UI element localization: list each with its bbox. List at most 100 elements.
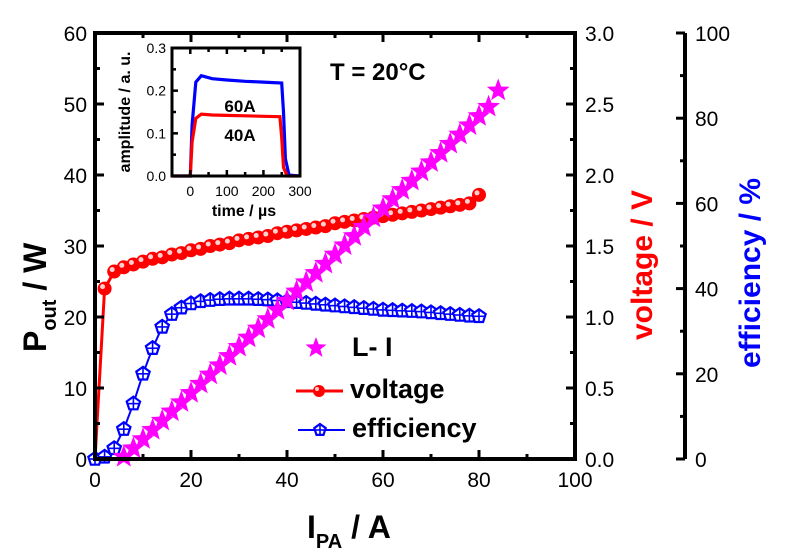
data-point-star bbox=[170, 390, 193, 412]
sphere-highlight bbox=[311, 223, 317, 229]
data-point-pentagon bbox=[115, 420, 132, 436]
legend-star-marker bbox=[305, 337, 327, 357]
inset-y-tick-label: 0.3 bbox=[147, 40, 167, 56]
data-point-star bbox=[333, 233, 356, 255]
y-axis-title-suffix: / W bbox=[17, 242, 53, 300]
data-point-star bbox=[141, 417, 164, 440]
efficiency-tick-label: 100 bbox=[695, 23, 730, 46]
legend: L- I voltage efficiency bbox=[296, 332, 477, 443]
data-point-pentagon bbox=[135, 365, 151, 381]
data-point-star bbox=[486, 78, 510, 101]
x-axis-title-suffix: / A bbox=[342, 509, 391, 545]
sphere-highlight bbox=[128, 259, 134, 265]
sphere-highlight bbox=[282, 227, 288, 233]
temperature-annotation: T = 20°C bbox=[330, 59, 426, 86]
inset-x-tick-label: 0 bbox=[186, 183, 194, 199]
sphere-highlight bbox=[119, 262, 125, 268]
data-point-star bbox=[179, 381, 203, 403]
data-point-star bbox=[131, 427, 155, 449]
sphere-highlight bbox=[397, 208, 403, 214]
sphere-highlight bbox=[138, 257, 144, 263]
y-axis-title: Pout / W bbox=[17, 242, 61, 352]
data-point-star bbox=[448, 122, 472, 145]
inset-x-tick-label: 100 bbox=[215, 183, 239, 199]
y-tick-label: 50 bbox=[64, 94, 87, 117]
data-point-pentagon bbox=[106, 440, 123, 456]
data-point-star bbox=[323, 242, 347, 265]
voltage-tick-label: 3.0 bbox=[585, 23, 614, 46]
sphere-highlight bbox=[109, 267, 115, 273]
y-tick-label: 10 bbox=[64, 378, 87, 401]
sphere-highlight bbox=[330, 218, 336, 224]
sphere-highlight bbox=[186, 245, 192, 251]
y-tick-label: 60 bbox=[64, 23, 87, 46]
data-point-star bbox=[390, 177, 414, 200]
data-point-star bbox=[256, 307, 280, 329]
sphere-highlight bbox=[100, 284, 106, 290]
data-point-sphere bbox=[472, 187, 486, 202]
inset-y-tick-label: 0.1 bbox=[147, 125, 167, 141]
sphere-highlight bbox=[301, 224, 307, 230]
inset-series-40A bbox=[172, 112, 300, 178]
efficiency-tick-label: 20 bbox=[695, 364, 718, 387]
sphere-highlight bbox=[464, 198, 470, 204]
data-point-star bbox=[208, 353, 232, 375]
inset-y-title: amplitude / a. u. bbox=[117, 52, 134, 173]
sphere-highlight bbox=[474, 190, 480, 196]
x-tick-label: 20 bbox=[179, 469, 202, 492]
inset-label-40a: 40A bbox=[224, 126, 255, 145]
sphere-highlight bbox=[224, 238, 230, 244]
data-point-sphere bbox=[97, 281, 112, 296]
y-axis-title-main: P bbox=[17, 331, 53, 352]
data-point-pentagon bbox=[471, 307, 487, 324]
legend-entry-li: L- I bbox=[305, 332, 393, 362]
efficiency-tick-label: 40 bbox=[695, 279, 718, 302]
sphere-highlight bbox=[407, 207, 413, 213]
sphere-highlight bbox=[157, 252, 163, 258]
efficiency-tick-label: 0 bbox=[695, 449, 707, 472]
legend-pentagon bbox=[313, 422, 327, 436]
inset-x-tick-label: 300 bbox=[288, 183, 312, 199]
legend-label-voltage: voltage bbox=[350, 374, 445, 404]
data-point-pentagon bbox=[125, 395, 142, 411]
data-point-star bbox=[314, 251, 337, 274]
voltage-tick-label: 0.0 bbox=[585, 449, 614, 472]
sphere-body bbox=[472, 187, 486, 202]
x-axis-title: IPA / A bbox=[307, 509, 391, 553]
series-voltage bbox=[93, 187, 486, 460]
axes: 0 20 40 60 80 100 0 10 20 30 40 50 60 0.0 0.5 1.0 1.5 2.0… bbox=[64, 23, 730, 492]
sphere-highlight bbox=[340, 217, 346, 223]
voltage-tick-label: 2.0 bbox=[585, 165, 614, 188]
sphere-highlight bbox=[167, 250, 173, 256]
x-tick-label: 80 bbox=[467, 469, 490, 492]
sphere-highlight bbox=[196, 244, 202, 250]
y-tick-label: 40 bbox=[64, 165, 87, 188]
legend-entry-voltage: voltage bbox=[296, 374, 445, 404]
data-point-star bbox=[160, 399, 184, 422]
data-point-star bbox=[227, 334, 251, 357]
x-axis-title-main: I bbox=[307, 509, 316, 545]
x-tick-label: 100 bbox=[557, 469, 592, 492]
legend-label-li: L- I bbox=[352, 332, 393, 362]
legend-efficiency-marker bbox=[313, 422, 327, 436]
data-point-star bbox=[438, 131, 462, 154]
voltage-tick-label: 1.0 bbox=[585, 307, 614, 330]
sphere-highlight bbox=[292, 225, 298, 231]
sphere-body bbox=[97, 281, 112, 296]
sphere-highlight bbox=[320, 221, 326, 227]
sphere-highlight bbox=[455, 200, 461, 206]
efficiency-tick-label: 80 bbox=[695, 108, 718, 131]
sphere-highlight bbox=[244, 234, 250, 240]
data-point-star bbox=[371, 196, 395, 219]
legend-entry-efficiency: efficiency bbox=[298, 413, 477, 443]
voltage-axis-title: voltage / V bbox=[626, 190, 659, 340]
inset-x-title: time / µs bbox=[212, 203, 276, 220]
voltage-tick-label: 1.5 bbox=[585, 236, 614, 259]
inset-x-tick-label: 200 bbox=[252, 183, 276, 199]
sphere-highlight bbox=[436, 203, 442, 209]
sphere-highlight bbox=[416, 206, 422, 211]
data-point-star bbox=[150, 408, 174, 431]
sphere-highlight bbox=[426, 204, 432, 210]
data-point-star bbox=[198, 362, 222, 385]
data-point-star bbox=[237, 325, 260, 348]
